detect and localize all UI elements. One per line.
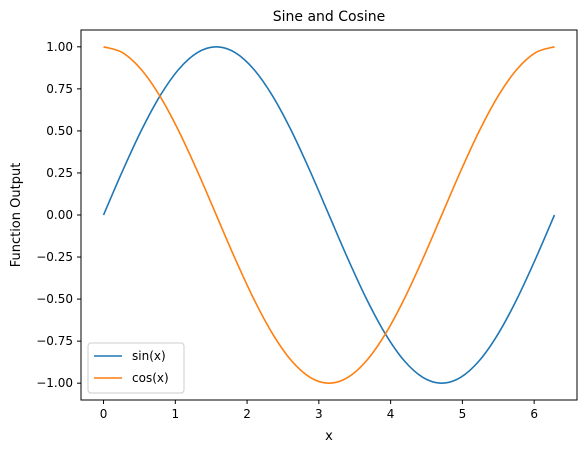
- y-tick-label: 1.00: [46, 40, 73, 54]
- series-line-cos: [103, 46, 555, 384]
- x-tick-label: 0: [100, 407, 108, 421]
- series-line-sin: [102, 46, 556, 384]
- x-tick-label: 5: [459, 407, 467, 421]
- y-tick-label: 0.25: [46, 166, 73, 180]
- y-tick-label: −0.25: [36, 250, 73, 264]
- x-tick-label: 3: [315, 407, 323, 421]
- x-tick-label: 4: [387, 407, 395, 421]
- x-tick-label: 2: [243, 407, 251, 421]
- y-tick-label: −1.00: [36, 376, 73, 390]
- series-layer: [102, 46, 556, 384]
- y-tick-label: −0.50: [36, 292, 73, 306]
- legend-label: cos(x): [132, 371, 169, 385]
- y-tick-label: −0.75: [36, 334, 73, 348]
- y-axis-label: Function Output: [9, 163, 24, 268]
- plot-frame: [80, 29, 578, 401]
- legend-label: sin(x): [132, 349, 166, 363]
- y-axis: −1.00 −0.75 −0.50 −0.25 0.00 0.25 0.50 0.75 1.00: [36, 40, 81, 390]
- x-tick-label: 1: [171, 407, 179, 421]
- y-tick-label: 0.00: [46, 208, 73, 222]
- x-tick-label: 6: [530, 407, 538, 421]
- y-tick-label: 0.50: [46, 124, 73, 138]
- x-axis-label: x: [325, 429, 333, 444]
- chart-title: Sine and Cosine: [273, 9, 386, 25]
- y-tick-label: 0.75: [46, 82, 73, 96]
- legend: sin(x) cos(x): [87, 342, 185, 394]
- x-axis: 0 1 2 3 4 5 6: [100, 400, 538, 421]
